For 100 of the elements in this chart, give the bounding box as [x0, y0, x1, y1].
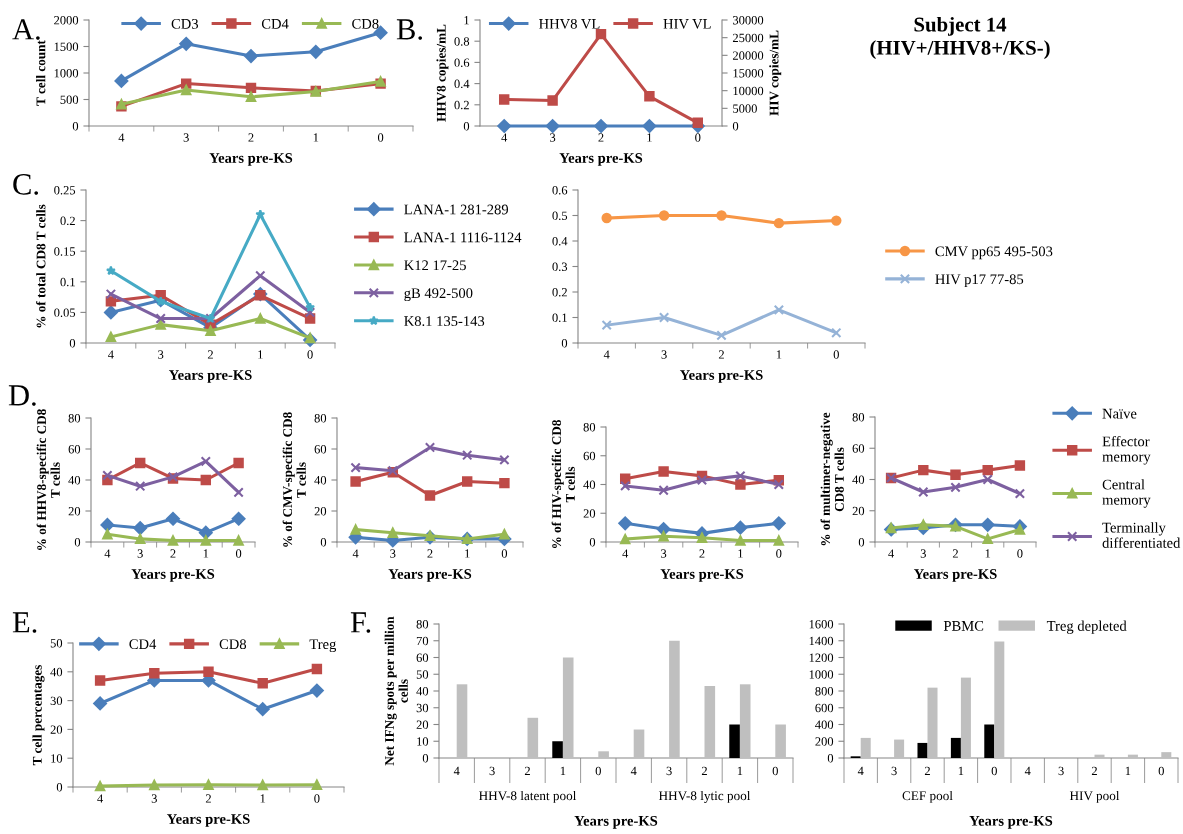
x-tick-label: 2 — [1091, 766, 1097, 776]
x-tick-label: 2 — [598, 133, 604, 142]
x-tick-label: 1 — [260, 794, 266, 803]
y-tick-label: 0 — [561, 339, 568, 348]
x-tick-label: 3 — [661, 549, 667, 558]
y2-tick-label: 15000 — [733, 69, 764, 78]
y-tick-label: 0.25 — [54, 186, 76, 195]
y-tick-label: 600 — [815, 703, 834, 713]
x-tick-label: 2 — [207, 350, 213, 359]
y-tick-label: 50 — [416, 670, 429, 679]
y-tick-label: 60 — [314, 445, 327, 454]
x-tick-label: 3 — [151, 794, 157, 803]
legend-label: PBMC — [943, 621, 984, 631]
x-tick-label: 4 — [501, 133, 508, 142]
x-tick-label: 2 — [248, 133, 254, 142]
y-tick-label: 60 — [852, 444, 865, 453]
x-tick-label: 2 — [924, 766, 930, 776]
x-tick-label: 4 — [118, 133, 125, 142]
x-tick-label: 0 — [776, 549, 782, 558]
y-tick-label: 0.3 — [552, 262, 568, 272]
y-axis-title: % of total CD8 T cells — [36, 204, 46, 328]
x-tick-label: 1 — [1125, 766, 1131, 776]
y-tick-label: 60 — [416, 653, 429, 662]
y-tick-label: 0.2 — [454, 100, 469, 110]
x-tick-label: 4 — [603, 350, 610, 359]
y-tick-label: 200 — [815, 737, 834, 746]
x-tick-label: 3 — [137, 549, 143, 558]
text: F. — [350, 612, 371, 633]
y2-tick-label: 25000 — [732, 33, 764, 43]
y-tick-label: 800 — [815, 687, 834, 696]
y-tick-label: 20 — [583, 509, 596, 518]
y-tick-label: 20 — [314, 507, 327, 516]
x-tick-label: 0 — [695, 133, 701, 142]
y2-tick-label: 5000 — [733, 104, 757, 113]
y-tick-label: 10 — [51, 754, 63, 763]
y-tick-label: 50 — [50, 639, 63, 648]
x-tick-label: 2 — [952, 549, 958, 558]
y-tick-label: 0.1 — [60, 277, 75, 287]
y-tick-label: 20 — [50, 725, 63, 734]
y-tick-label: 0 — [72, 122, 79, 131]
y2-tick-label: 10000 — [733, 86, 764, 96]
text: HHV-8 lytic pool — [658, 790, 751, 803]
x-tick-label: 4 — [1024, 766, 1031, 776]
legend-label: HIV VL — [663, 19, 711, 29]
x-tick-label: 3 — [920, 549, 926, 558]
legend-label: K8.1 135-143 — [404, 316, 485, 327]
y-axis-title: Net IFNg spots per million cells — [384, 616, 408, 766]
x-tick-label: 3 — [489, 766, 495, 776]
x-tick-label: 4 — [108, 350, 114, 359]
legend-label: CD8 — [352, 18, 379, 29]
legend-label: gB 492-500 — [404, 288, 473, 302]
x-tick-label: 3 — [1058, 766, 1064, 776]
x-axis-title: Years pre-KS — [969, 815, 1053, 829]
legend-label: CMV pp65 495-503 — [935, 246, 1053, 260]
x-tick-label: 3 — [158, 350, 164, 359]
y-tick-label: 80 — [314, 414, 327, 423]
y-tick-label: 0 — [74, 538, 81, 547]
y-tick-label: 0.2 — [60, 216, 75, 226]
y-tick-label: 40 — [416, 687, 429, 696]
y-tick-label: 0.2 — [552, 288, 567, 297]
text: HHV-8 latent pool — [479, 790, 577, 803]
legend-label: LANA-1 1116-1124 — [404, 232, 522, 243]
y2-axis-title: HIV copies/mL — [769, 30, 782, 116]
legend-label: CD4 — [261, 18, 289, 29]
legend-label: Treg — [309, 639, 337, 653]
text: E. — [12, 612, 37, 633]
x-tick-label: 3 — [661, 350, 667, 359]
x-tick-label: 4 — [104, 549, 111, 558]
legend-label: Central memory — [1102, 479, 1151, 508]
y-tick-label: 0.1 — [552, 313, 567, 323]
legend-label: K12 17-25 — [404, 260, 466, 271]
y-tick-label: 40 — [68, 476, 81, 485]
x-tick-label: 2 — [699, 549, 705, 558]
y-tick-label: 80 — [68, 414, 81, 423]
y-tick-label: 60 — [583, 451, 596, 461]
legend-label: HIV p17 77-85 — [935, 274, 1024, 288]
x-tick-label: 0 — [1158, 766, 1164, 776]
y-tick-label: 1600 — [809, 620, 834, 629]
x-tick-label: 0 — [501, 549, 508, 558]
y-tick-label: 0 — [56, 783, 63, 792]
y-axis-title: % of HIV-specific CD8 T cells — [551, 420, 575, 549]
y-tick-label: 500 — [60, 95, 79, 104]
y-tick-label: 1000 — [809, 670, 834, 679]
legend-label: LANA-1 281-289 — [404, 204, 509, 215]
x-tick-label: 0 — [377, 133, 384, 142]
legend-label: CD3 — [171, 18, 199, 29]
y-tick-label: 1400 — [809, 636, 834, 646]
y-tick-label: 40 — [583, 480, 596, 489]
y-tick-label: 400 — [815, 720, 834, 729]
x-tick-label: 0 — [1017, 549, 1023, 558]
y-tick-label: 1500 — [54, 42, 79, 51]
y-tick-label: 1 — [464, 16, 469, 25]
x-tick-label: 0 — [991, 766, 997, 776]
x-tick-label: 4 — [857, 766, 864, 776]
x-tick-label: 4 — [888, 549, 895, 558]
legend-label: CD8 — [219, 639, 247, 650]
x-tick-label: 3 — [390, 549, 396, 558]
y-tick-label: 0 — [422, 754, 429, 763]
x-tick-label: 2 — [427, 549, 433, 558]
legend-label: Treg depleted — [1046, 620, 1127, 634]
